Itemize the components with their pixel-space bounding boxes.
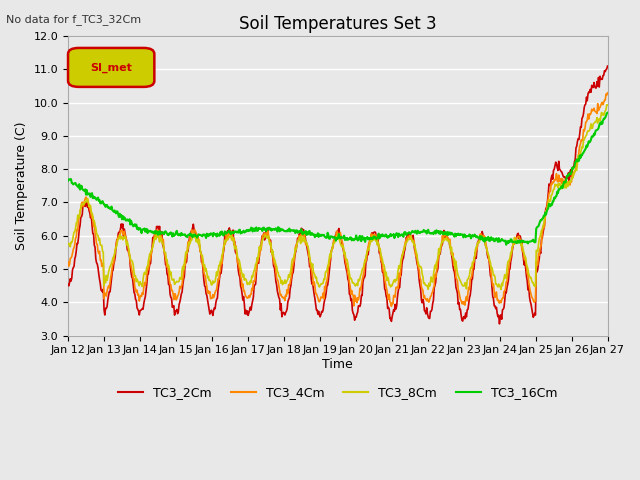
- Text: SI_met: SI_met: [90, 62, 132, 72]
- X-axis label: Time: Time: [323, 358, 353, 371]
- Text: No data for f_TC3_32Cm: No data for f_TC3_32Cm: [6, 14, 141, 25]
- Legend: TC3_2Cm, TC3_4Cm, TC3_8Cm, TC3_16Cm: TC3_2Cm, TC3_4Cm, TC3_8Cm, TC3_16Cm: [113, 381, 562, 404]
- Title: Soil Temperatures Set 3: Soil Temperatures Set 3: [239, 15, 436, 33]
- Y-axis label: Soil Temperature (C): Soil Temperature (C): [15, 121, 28, 250]
- FancyBboxPatch shape: [68, 48, 154, 87]
